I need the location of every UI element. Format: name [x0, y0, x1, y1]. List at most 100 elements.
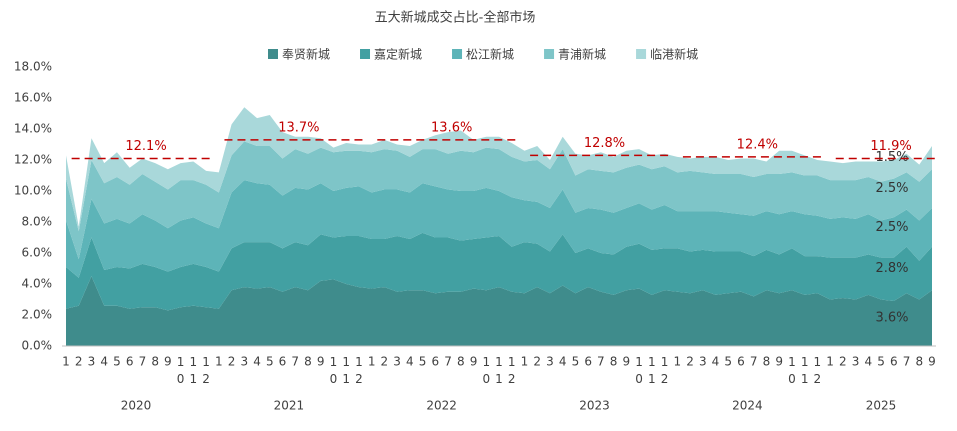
x-tick-label: 1	[673, 355, 681, 369]
x-tick-label: 4	[865, 355, 873, 369]
year-label: 2025	[866, 399, 897, 413]
x-tick-label: 6	[432, 355, 440, 369]
x-tick-label: 6	[890, 355, 898, 369]
x-tick-label: 5	[877, 355, 885, 369]
legend-swatch	[360, 49, 371, 59]
legend-swatch	[452, 49, 463, 59]
x-tick-label: 1	[521, 355, 529, 369]
x-tick-label: 1	[826, 355, 834, 369]
x-tick-label: 9	[775, 355, 783, 369]
area	[66, 141, 932, 260]
legend-swatch	[268, 49, 278, 59]
data-label: 2.5%	[875, 220, 908, 235]
y-tick-label: 6.0%	[22, 246, 53, 260]
year-label: 2022	[426, 399, 457, 413]
data-label: 3.6%	[875, 311, 908, 326]
x-tick-label: 3	[852, 355, 860, 369]
legend-swatch	[636, 49, 647, 59]
legend-label: 临港新城	[650, 47, 698, 62]
x-tick-label: 7	[597, 355, 605, 369]
area	[66, 276, 932, 346]
average-label: 12.4%	[737, 137, 778, 152]
x-tick-label: 5	[572, 355, 580, 369]
average-label: 12.1%	[125, 139, 166, 154]
y-tick-label: 2.0%	[22, 308, 53, 322]
y-tick-label: 12.0%	[14, 153, 52, 167]
x-tick-label: 6	[737, 355, 745, 369]
x-tick-label: 2	[228, 355, 236, 369]
y-tick-label: 4.0%	[22, 277, 53, 291]
x-tick-label: 2	[533, 355, 541, 369]
y-tick-label: 0.0%	[22, 339, 53, 353]
y-tick-label: 10.0%	[14, 184, 52, 198]
x-tick-label: 2	[686, 355, 694, 369]
year-label: 2023	[579, 399, 610, 413]
x-tick-label: 3	[699, 355, 707, 369]
x-tick-label: 7	[139, 355, 147, 369]
x-tick-label: 3	[88, 355, 96, 369]
data-label: 2.5%	[875, 181, 908, 196]
chart-title: 五大新城成交占比-全部市场	[375, 10, 536, 26]
x-tick-label: 5	[724, 355, 732, 369]
x-tick-label: 9	[928, 355, 936, 369]
x-tick-label: 7	[750, 355, 758, 369]
data-label: 1.5%	[875, 150, 908, 165]
x-tick-label: 8	[610, 355, 618, 369]
x-tick-label: 7	[291, 355, 299, 369]
x-tick-label: 8	[151, 355, 159, 369]
average-label: 11.9%	[870, 139, 911, 154]
average-label: 12.8%	[584, 136, 625, 151]
y-tick-label: 14.0%	[14, 122, 52, 136]
legend-label: 奉贤新城	[282, 47, 330, 62]
legend-label: 青浦新城	[558, 47, 606, 62]
x-tick-label: 4	[253, 355, 261, 369]
average-label: 13.6%	[431, 120, 472, 135]
x-tick-label: 5	[419, 355, 427, 369]
x-tick-label: 3	[393, 355, 401, 369]
x-tick-label: 1	[368, 355, 376, 369]
x-tick-label: 6	[279, 355, 287, 369]
x-tick-label: 3	[240, 355, 248, 369]
area	[66, 180, 932, 278]
x-tick-label: 9	[470, 355, 478, 369]
x-tick-label: 4	[406, 355, 414, 369]
y-tick-label: 16.0%	[14, 91, 52, 105]
y-tick-label: 18.0%	[14, 60, 52, 74]
x-tick-label: 4	[100, 355, 108, 369]
x-tick-label: 8	[915, 355, 923, 369]
x-tick-label: 7	[444, 355, 452, 369]
x-tick-label: 6	[126, 355, 134, 369]
x-tick-label: 7	[903, 355, 911, 369]
x-tick-label: 2	[381, 355, 389, 369]
year-label: 2024	[732, 399, 763, 413]
y-tick-label: 8.0%	[22, 215, 53, 229]
x-tick-label: 6	[584, 355, 592, 369]
legend-swatch	[544, 49, 555, 59]
x-tick-label: 4	[559, 355, 567, 369]
legend-label: 嘉定新城	[374, 47, 422, 62]
year-label: 2021	[274, 399, 305, 413]
average-label: 13.7%	[278, 120, 319, 135]
area	[66, 107, 932, 232]
x-tick-label: 8	[304, 355, 312, 369]
x-tick-label: 1	[62, 355, 70, 369]
x-tick-label: 8	[457, 355, 465, 369]
x-tick-label: 8	[763, 355, 771, 369]
data-label: 2.8%	[875, 261, 908, 276]
x-tick-label: 9	[317, 355, 325, 369]
x-tick-label: 1	[215, 355, 223, 369]
legend-label: 松江新城	[466, 47, 514, 62]
x-tick-label: 3	[546, 355, 554, 369]
